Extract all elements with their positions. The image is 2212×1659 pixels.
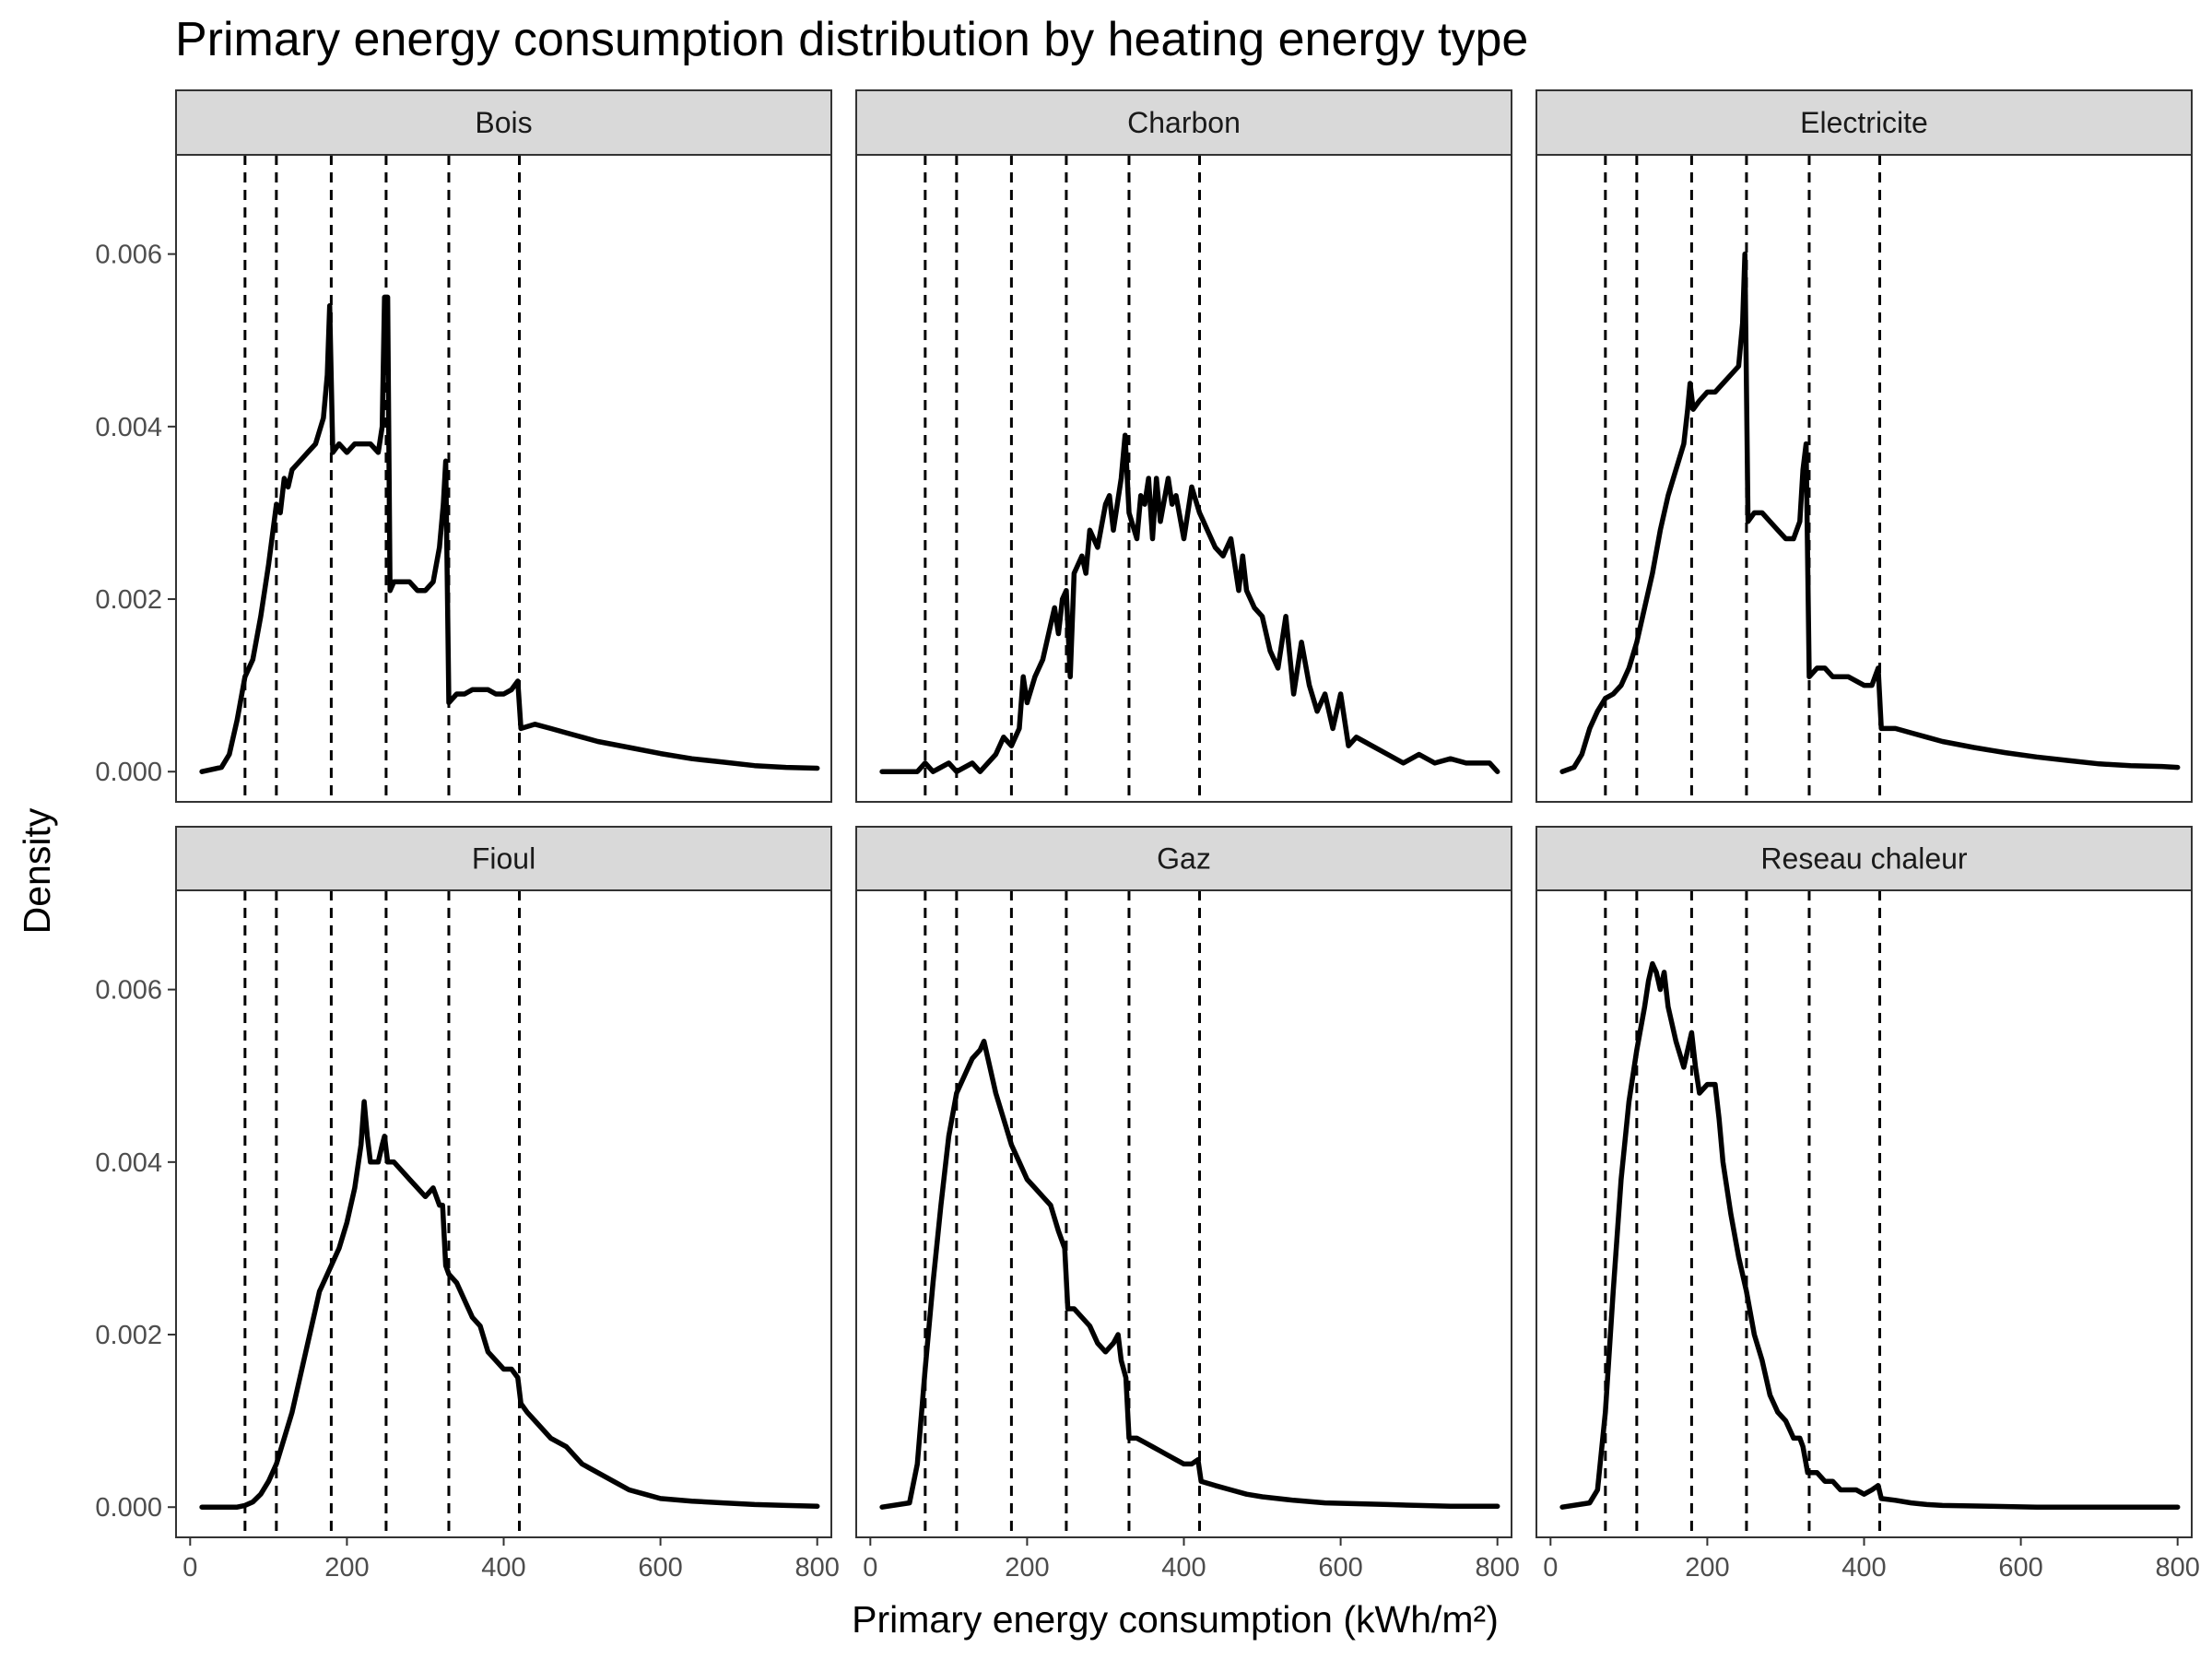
- x-tick-label: 400: [481, 1553, 525, 1583]
- strip-header: [175, 89, 832, 156]
- strip-header: [175, 826, 832, 891]
- plot-area: [1536, 890, 2192, 1537]
- x-tick-label: 400: [1841, 1553, 1886, 1583]
- plot-area: [1536, 155, 2192, 802]
- x-tick-label: 0: [863, 1553, 877, 1583]
- strip-label: Charbon: [1127, 106, 1241, 139]
- x-tick-label: 800: [2155, 1553, 2199, 1583]
- y-tick-label: 0.004: [95, 413, 162, 442]
- facet-panels: Bois 0.000 0.002 0.004 0.006 Charbon Electrici…: [95, 89, 2200, 1583]
- x-tick-label: 0: [182, 1553, 197, 1583]
- panel-border: [1535, 154, 2193, 803]
- strip-label: Reseau chaleur: [1760, 842, 1967, 876]
- y-tick-label: 0.006: [95, 241, 162, 270]
- facet-panel-bois: Bois 0.000 0.002 0.004 0.006: [95, 89, 832, 803]
- y-tick-label: 0.006: [95, 976, 162, 1006]
- x-tick-label: 200: [1005, 1553, 1049, 1583]
- plot-area: [176, 890, 831, 1537]
- strip-header: [1535, 826, 2193, 891]
- panel-border: [175, 154, 832, 803]
- density-line: [1559, 960, 2181, 1510]
- x-tick-label: 400: [1161, 1553, 1206, 1583]
- plot-area: [856, 155, 1512, 802]
- plot-area: [176, 155, 831, 802]
- x-axis-title: Primary energy consumption (kWh/m²): [852, 1598, 1499, 1641]
- y-tick-label: 0.002: [95, 585, 162, 615]
- strip-label: Gaz: [1157, 842, 1211, 876]
- x-tick-label: 200: [324, 1553, 369, 1583]
- facet-panel-reseau-chaleur: Reseau chaleur 0 200 400 600 800: [1535, 826, 2200, 1583]
- strip-label: Electricite: [1800, 106, 1928, 139]
- x-tick-label: 0: [1543, 1553, 1558, 1583]
- density-line: [1559, 251, 2181, 774]
- strip-label: Fioul: [472, 842, 535, 876]
- facet-panel-charbon: Charbon: [855, 89, 1512, 803]
- x-tick-label: 800: [794, 1553, 839, 1583]
- strip-header: [855, 826, 1512, 891]
- y-axis-title: Density: [16, 807, 58, 934]
- strip-label: Bois: [475, 106, 532, 139]
- density-line: [879, 1039, 1500, 1510]
- density-line: [199, 1099, 820, 1510]
- y-tick-label: 0.000: [95, 758, 162, 787]
- density-line: [199, 294, 820, 774]
- x-tick-label: 600: [1318, 1553, 1362, 1583]
- y-tick-label: 0.000: [95, 1493, 162, 1523]
- facet-panel-fioul: Fioul 0.000 0.002 0.004 0.006 0 200 400 600 800: [95, 826, 840, 1583]
- x-tick-label: 600: [638, 1553, 682, 1583]
- y-tick-label: 0.004: [95, 1148, 162, 1178]
- facet-panel-gaz: Gaz 0 200 400 600 800: [855, 826, 1520, 1583]
- x-tick-label: 800: [1475, 1553, 1519, 1583]
- plot-area: [856, 890, 1512, 1537]
- facet-panel-electricite: Electricite: [1535, 89, 2193, 803]
- density-line: [879, 432, 1500, 774]
- panel-border: [855, 154, 1512, 803]
- strip-header: [1535, 89, 2193, 156]
- x-tick-label: 200: [1685, 1553, 1729, 1583]
- y-tick-label: 0.002: [95, 1321, 162, 1350]
- chart-title: Primary energy consumption distribution …: [175, 13, 1528, 66]
- x-tick-label: 600: [1998, 1553, 2042, 1583]
